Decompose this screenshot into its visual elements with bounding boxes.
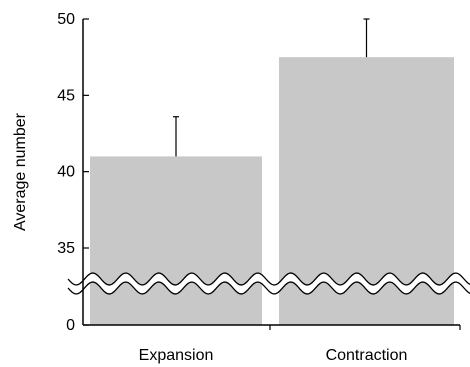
category-label-contraction: Contraction bbox=[326, 347, 408, 364]
y-tick-label-40: 40 bbox=[57, 164, 75, 181]
axis-break-line-top bbox=[67, 272, 470, 286]
x-categories-layer: Expansion Contraction bbox=[139, 347, 408, 364]
bars-layer bbox=[90, 57, 454, 326]
y-tick-label-45: 45 bbox=[57, 87, 75, 104]
y-tick-label-50: 50 bbox=[57, 11, 75, 28]
y-ticks-layer: 50 45 40 35 0 bbox=[57, 11, 89, 334]
y-axis-title: Average number bbox=[12, 112, 29, 231]
y-tick-label-35: 35 bbox=[57, 240, 75, 257]
error-bars-layer bbox=[173, 18, 370, 157]
y-tick-label-0: 0 bbox=[66, 317, 75, 334]
bar-expansion bbox=[90, 156, 262, 325]
category-label-expansion: Expansion bbox=[139, 347, 214, 364]
axis-break-layer bbox=[67, 272, 470, 295]
axis-break-line-bottom bbox=[67, 281, 470, 295]
